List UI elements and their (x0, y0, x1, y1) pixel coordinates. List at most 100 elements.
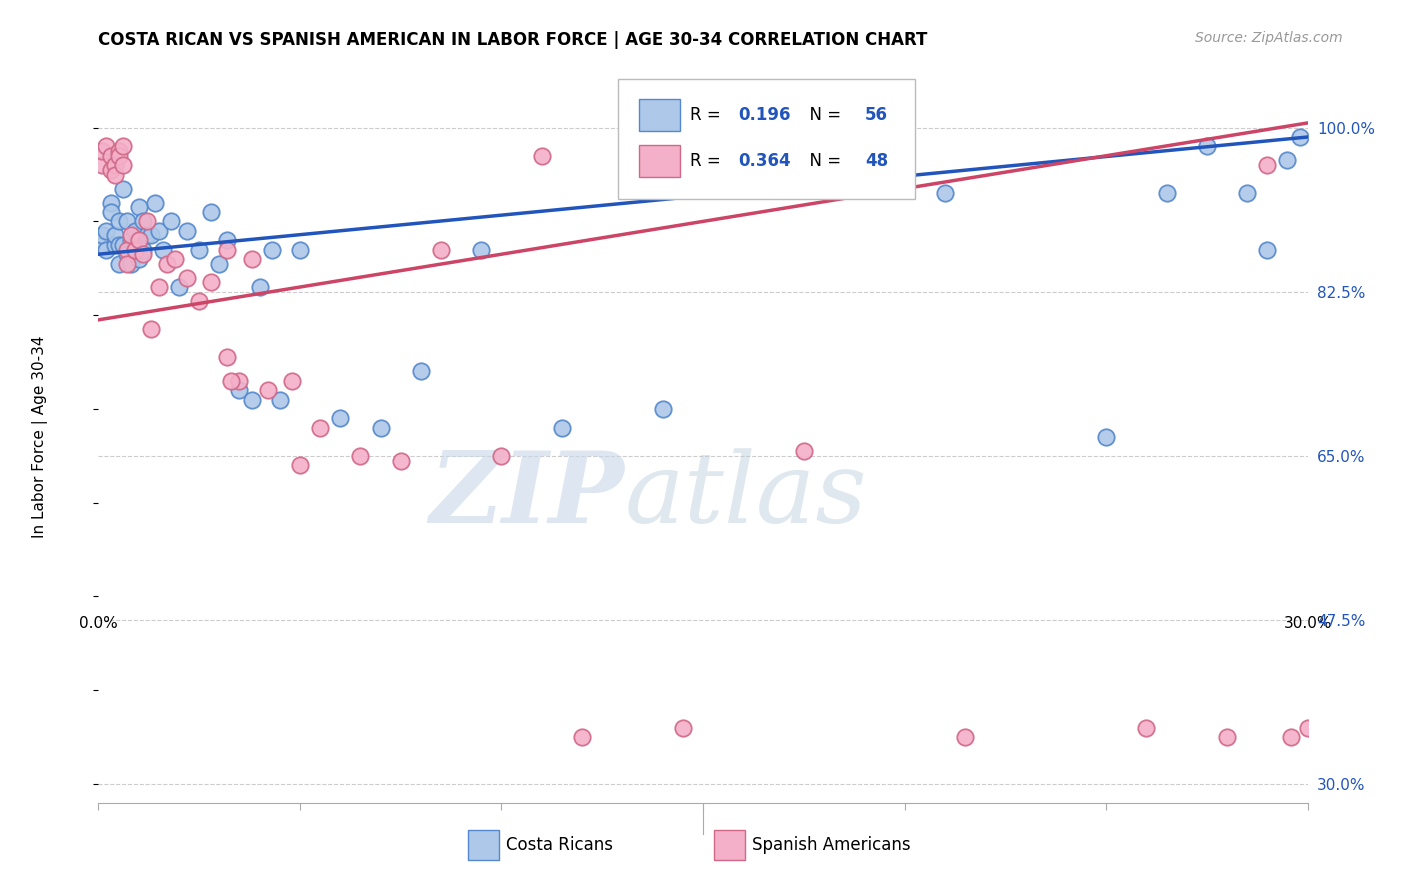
Point (107, 214, 129, 228)
Point (217, 243, 239, 257)
Point (1256, 243, 1278, 257)
Point (103, 158, 125, 172)
Point (100, 162, 122, 177)
Point (1195, 139, 1218, 153)
Text: ZIP: ZIP (429, 448, 624, 544)
Point (120, 233, 142, 247)
Point (148, 280, 170, 294)
Point (132, 243, 155, 257)
Point (107, 237, 129, 252)
Point (91, 237, 114, 252)
Point (1277, 153, 1299, 168)
Point (1135, 721, 1157, 735)
Point (260, 243, 283, 257)
Point (103, 168, 125, 182)
Point (124, 243, 146, 257)
Point (135, 214, 157, 228)
Point (96, 243, 118, 257)
Point (208, 257, 231, 271)
Point (240, 392, 263, 407)
Point (115, 243, 138, 257)
Point (128, 200, 150, 214)
Point (1288, 130, 1310, 145)
Point (672, 721, 695, 735)
Point (349, 449, 371, 463)
Point (240, 252, 263, 266)
Point (281, 374, 304, 388)
Point (111, 181, 134, 195)
Text: Spanish Americans: Spanish Americans (752, 836, 911, 854)
Point (228, 374, 250, 388)
Text: 0.0%: 0.0% (79, 616, 118, 632)
Point (176, 224, 198, 238)
Point (430, 243, 453, 257)
Point (107, 144, 129, 158)
Point (188, 294, 211, 309)
Point (135, 228, 157, 243)
FancyBboxPatch shape (638, 99, 681, 131)
Point (1216, 730, 1239, 744)
Text: 48: 48 (865, 153, 889, 170)
Point (139, 228, 162, 243)
Point (571, 730, 593, 744)
Text: atlas: atlas (624, 448, 868, 543)
Point (309, 420, 332, 434)
Text: Costa Ricans: Costa Ricans (506, 836, 613, 854)
Point (111, 237, 134, 252)
Point (91, 228, 114, 243)
Point (103, 228, 125, 243)
Point (128, 233, 150, 247)
Point (470, 243, 492, 257)
Point (100, 205, 122, 219)
Text: In Labor Force | Age 30-34: In Labor Force | Age 30-34 (32, 335, 48, 539)
Point (100, 149, 122, 163)
Point (530, 149, 553, 163)
Text: Source: ZipAtlas.com: Source: ZipAtlas.com (1195, 31, 1343, 45)
Point (269, 392, 291, 407)
Point (1256, 158, 1278, 172)
Point (107, 149, 129, 163)
Text: R =: R = (690, 106, 725, 124)
Text: COSTA RICAN VS SPANISH AMERICAN IN LABOR FORCE | AGE 30-34 CORRELATION CHART: COSTA RICAN VS SPANISH AMERICAN IN LABOR… (98, 31, 928, 49)
Point (152, 243, 174, 257)
Point (167, 280, 190, 294)
Point (139, 322, 162, 336)
Point (217, 351, 239, 365)
Point (409, 364, 432, 378)
Point (111, 139, 134, 153)
Point (128, 252, 150, 266)
Point (953, 730, 976, 744)
Point (163, 252, 186, 266)
Point (120, 257, 142, 271)
Point (103, 237, 125, 252)
Point (256, 383, 278, 397)
Point (115, 247, 138, 261)
Point (389, 453, 412, 467)
Point (176, 270, 198, 285)
Text: R =: R = (690, 153, 725, 170)
Point (1281, 730, 1303, 744)
Point (1095, 430, 1118, 444)
Point (115, 214, 138, 228)
FancyBboxPatch shape (619, 78, 915, 200)
Point (249, 280, 271, 294)
Point (96, 139, 118, 153)
FancyBboxPatch shape (638, 145, 681, 178)
Point (120, 228, 142, 243)
Point (551, 420, 574, 434)
Point (491, 449, 513, 463)
Point (188, 243, 211, 257)
Text: 56: 56 (865, 106, 889, 124)
Point (1296, 721, 1319, 735)
Point (160, 214, 183, 228)
Point (91, 144, 114, 158)
Point (934, 186, 956, 201)
Point (793, 444, 815, 458)
Point (370, 420, 392, 434)
Point (124, 237, 146, 252)
Point (132, 214, 155, 228)
Text: 0.196: 0.196 (738, 106, 790, 124)
Point (91, 158, 114, 172)
Point (200, 205, 222, 219)
Point (288, 243, 311, 257)
